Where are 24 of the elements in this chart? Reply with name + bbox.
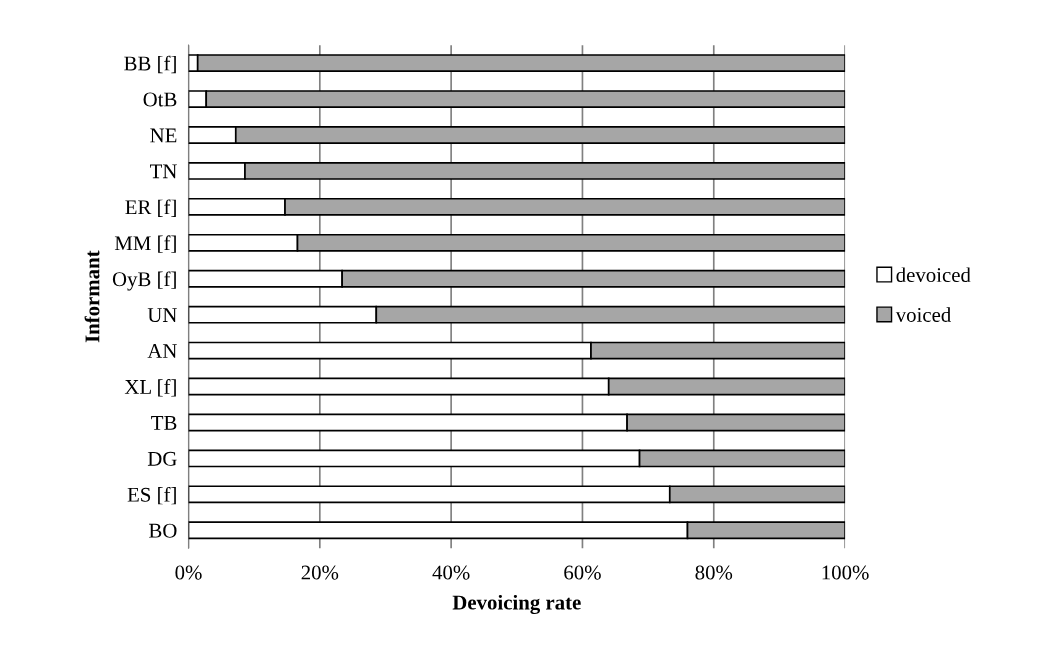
y-tick-label: BO bbox=[149, 523, 177, 538]
y-tick-label: ER [f] bbox=[125, 199, 176, 217]
y-tick-label: NE bbox=[150, 128, 177, 143]
y-tick-label: OtB bbox=[143, 92, 177, 107]
x-tick-label: 0% bbox=[175, 565, 202, 580]
x-tick-label: 80% bbox=[695, 565, 733, 580]
x-axis-title: Devoicing rate bbox=[452, 594, 581, 614]
y-tick-label: TN bbox=[150, 164, 177, 179]
x-tick-label: 100% bbox=[822, 565, 869, 580]
y-tick-label: UN bbox=[147, 308, 177, 323]
x-tick-label: 40% bbox=[432, 565, 470, 580]
x-tick-label: 60% bbox=[564, 565, 601, 580]
x-tick-label: 20% bbox=[301, 565, 339, 580]
y-tick-label: XL [f] bbox=[124, 379, 176, 397]
y-tick-label: OyB [f] bbox=[112, 271, 176, 291]
y-tick-label: TB bbox=[151, 416, 177, 430]
legend-label: voiced bbox=[895, 307, 951, 322]
y-tick-label: AN bbox=[147, 344, 177, 358]
y-tick-label: MM [f] bbox=[114, 235, 176, 253]
y-tick-label: ES [f] bbox=[127, 486, 176, 505]
legend-label: devoiced bbox=[896, 267, 971, 283]
y-axis-title: Informant bbox=[84, 250, 100, 343]
y-tick-label: BB [f] bbox=[124, 55, 176, 74]
y-tick-label: DG bbox=[147, 451, 177, 466]
